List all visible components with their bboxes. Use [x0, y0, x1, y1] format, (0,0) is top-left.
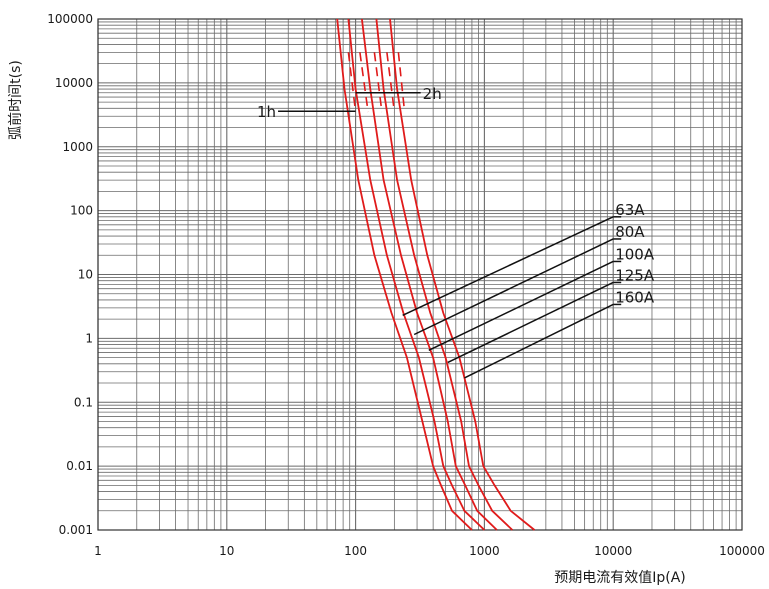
- dashed-curve-segment: [373, 52, 383, 113]
- x-tick-label: 100000: [719, 544, 765, 558]
- y-tick-labels: 0.001 0.01 0.1 1 10 100 1000 10000 100000: [47, 12, 93, 537]
- y-tick-label: 100: [70, 204, 93, 218]
- y-axis-title: 弧前时间t(s): [7, 60, 24, 140]
- y-tick-label: 0.001: [59, 523, 93, 537]
- annotations: 2h 1h 63A 80A 100A 125A 160A: [257, 85, 655, 379]
- series-label-100A: 100A: [615, 245, 655, 263]
- x-tick-label: 1000: [469, 544, 500, 558]
- y-tick-label: 0.01: [66, 459, 93, 473]
- annotation-label-1h: 1h: [257, 103, 276, 121]
- y-tick-label: 1: [85, 331, 93, 345]
- series-80A-curve: [347, 18, 486, 531]
- y-tick-label: 10000: [55, 76, 93, 90]
- annotation-leader-100A: [428, 260, 614, 352]
- series-label-63A: 63A: [615, 201, 645, 219]
- series-label-160A: 160A: [615, 288, 655, 306]
- series-100A-curve: [361, 18, 498, 531]
- y-tick-label: 100000: [47, 12, 93, 26]
- x-axis-title: 预期电流有效值Ip(A): [554, 570, 686, 586]
- annotation-leader-63A: [402, 216, 614, 316]
- y-tick-label: 1000: [62, 140, 93, 154]
- annotation-label-2h: 2h: [423, 85, 442, 103]
- x-tick-labels: 1 10 100 1000 10000 100000: [94, 544, 765, 558]
- dashed-curve-segment: [359, 52, 369, 113]
- dashed-curve-segment: [397, 52, 406, 113]
- annotation-leader-125A: [447, 281, 614, 364]
- x-tick-label: 10: [219, 544, 234, 558]
- x-tick-label: 1: [94, 544, 102, 558]
- dashed-curve-segment: [386, 52, 396, 113]
- x-tick-label: 100: [344, 544, 367, 558]
- y-tick-label: 10: [78, 268, 93, 282]
- annotation-leader-160A: [464, 303, 614, 379]
- series-63A-curve: [336, 18, 473, 531]
- annotation-leader-80A: [413, 238, 614, 336]
- series-label-125A: 125A: [615, 266, 655, 284]
- series-label-80A: 80A: [615, 223, 645, 241]
- series-125A-curve: [375, 18, 514, 531]
- x-tick-label: 10000: [594, 544, 632, 558]
- y-tick-label: 0.1: [74, 395, 93, 409]
- dashed-segments: [347, 52, 406, 113]
- dashed-curve-segment: [347, 52, 357, 113]
- plot-frame: [97, 18, 743, 531]
